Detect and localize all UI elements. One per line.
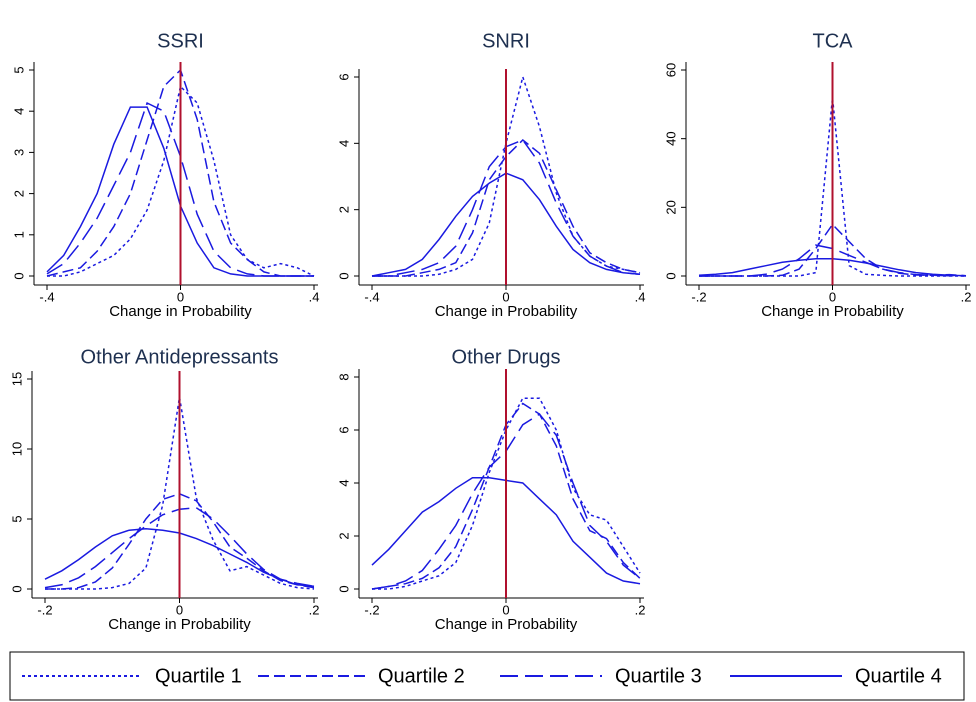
y-tick-label: 0 <box>663 272 678 279</box>
chart-title: SNRI <box>482 30 530 52</box>
x-tick-label: -.4 <box>364 289 379 304</box>
x-tick-label: .2 <box>961 289 972 304</box>
chart-title: SSRI <box>157 30 204 52</box>
y-tick-label: 4 <box>336 140 351 147</box>
y-tick-label: 1 <box>11 231 26 238</box>
x-axis-label: Change in Probability <box>435 303 578 320</box>
x-axis-label: Change in Probability <box>109 303 252 320</box>
y-tick-label: 6 <box>336 73 351 80</box>
x-tick-label: 0 <box>502 602 509 617</box>
y-tick-label: 3 <box>11 149 26 156</box>
y-tick-label: 2 <box>336 206 351 213</box>
chart-title: Other Antidepressants <box>81 346 279 368</box>
chart-title: Other Drugs <box>452 346 561 368</box>
x-tick-label: -.2 <box>364 602 379 617</box>
legend-box <box>9 651 965 701</box>
x-tick-label: -.2 <box>691 289 706 304</box>
density-line <box>45 397 315 590</box>
x-tick-label: .2 <box>635 602 646 617</box>
x-axis-label: Change in Probability <box>435 616 578 633</box>
y-tick-label: 0 <box>9 585 24 592</box>
y-tick-label: 2 <box>336 532 351 539</box>
y-tick-label: 10 <box>9 442 24 456</box>
y-tick-label: 5 <box>11 66 26 73</box>
x-tick-label: .4 <box>635 289 646 304</box>
y-tick-label: 0 <box>336 272 351 279</box>
y-tick-label: 60 <box>663 63 678 77</box>
y-tick-label: 0 <box>336 585 351 592</box>
legend-label: Quartile 4 <box>855 665 942 687</box>
x-tick-label: .2 <box>309 602 320 617</box>
density-line <box>47 85 315 277</box>
y-tick-label: 6 <box>336 426 351 433</box>
x-tick-label: 0 <box>502 289 509 304</box>
x-axis-label: Change in Probability <box>761 303 904 320</box>
legend-label: Quartile 2 <box>378 665 465 687</box>
x-tick-label: 0 <box>177 289 184 304</box>
y-tick-label: 5 <box>9 515 24 522</box>
y-tick-label: 4 <box>336 479 351 486</box>
legend-label: Quartile 3 <box>615 665 702 687</box>
y-tick-label: 40 <box>663 131 678 145</box>
y-tick-label: 0 <box>11 272 26 279</box>
x-tick-label: .4 <box>309 289 320 304</box>
x-tick-label: -.4 <box>39 289 54 304</box>
y-tick-label: 8 <box>336 373 351 380</box>
chart-title: TCA <box>813 30 854 52</box>
y-tick-label: 15 <box>9 372 24 386</box>
y-tick-label: 4 <box>11 108 26 115</box>
y-tick-label: 20 <box>663 200 678 214</box>
x-tick-label: -.2 <box>37 602 52 617</box>
legend-label: Quartile 1 <box>155 665 242 687</box>
x-axis-label: Change in Probability <box>108 616 251 633</box>
x-tick-label: 0 <box>176 602 183 617</box>
x-tick-label: 0 <box>829 289 836 304</box>
y-tick-label: 2 <box>11 190 26 197</box>
density-line <box>699 97 966 277</box>
